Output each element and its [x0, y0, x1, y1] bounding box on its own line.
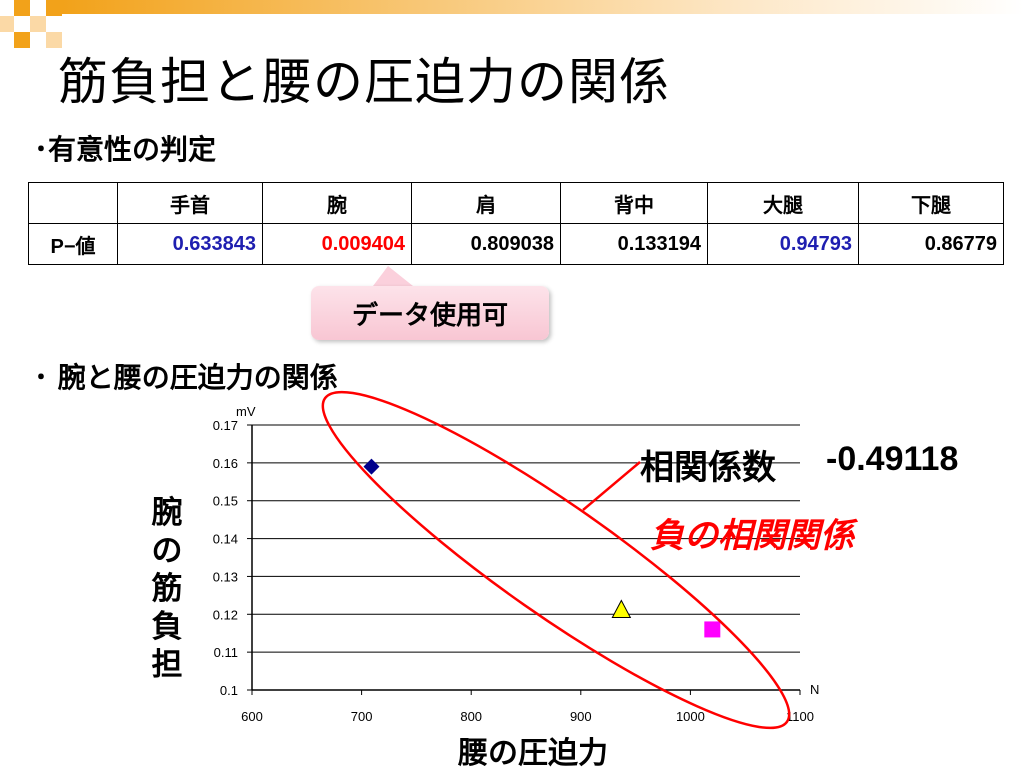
deco-square-orange-3 [14, 32, 30, 48]
y-tick-label: 0.17 [213, 418, 238, 433]
callout-line [582, 461, 641, 511]
x-tick-labels: 600 700 800 900 1000 1100 [241, 709, 814, 724]
data-points [363, 458, 721, 638]
y-tick-label: 0.12 [213, 607, 238, 622]
section-heading-significance: ･有意性の判定 [34, 133, 217, 166]
header-cell-shoulder: 肩 [411, 182, 561, 224]
y-unit-label: mV [236, 404, 256, 419]
table-row: P−値 0.633843 0.009404 0.809038 0.133194 … [28, 223, 1004, 265]
p-value-lower-leg: 0.86779 [858, 223, 1004, 265]
data-point-diamond [363, 458, 380, 475]
p-value-table: 手首 腕 肩 背中 大腿 下腿 P−値 0.633843 0.009404 0.… [28, 182, 1004, 265]
negative-correlation-label: 負の相関関係 [650, 516, 854, 556]
title-rule [62, 0, 1024, 14]
data-usable-callout: データ使用可 [311, 286, 549, 340]
x-unit-label: N [810, 682, 819, 697]
y-tick-label: 0.13 [213, 569, 238, 584]
data-point-square [704, 621, 721, 638]
x-tick-label: 600 [241, 709, 263, 724]
x-tick-label: 1000 [676, 709, 705, 724]
deco-square-light-3 [0, 16, 14, 32]
x-tick-label: 700 [351, 709, 373, 724]
x-tick-label: 800 [460, 709, 482, 724]
x-axis-title: 腰の圧迫力 [458, 736, 608, 771]
corner-decoration [0, 0, 90, 60]
p-value-shoulder: 0.809038 [411, 223, 561, 265]
y-tick-label: 0.11 [214, 645, 238, 660]
deco-square-light-1 [30, 16, 46, 32]
y-tick-label: 0.16 [213, 456, 238, 471]
deco-square-orange-2 [46, 0, 62, 16]
p-value-thigh: 0.94793 [707, 223, 859, 265]
y-tick-labels: 0.1 0.11 0.12 0.13 0.14 0.15 0.16 0.17 [213, 418, 238, 698]
p-value-arm: 0.009404 [262, 223, 412, 265]
header-cell-lower-leg: 下腿 [858, 182, 1004, 224]
p-value-wrist: 0.633843 [117, 223, 263, 265]
y-axis-title: 腕の筋負担 [151, 495, 183, 683]
x-tick-label: 1100 [786, 709, 814, 724]
section-heading-relation: ･ 腕と腰の圧迫力の関係 [34, 361, 338, 394]
data-point-triangle [611, 599, 632, 618]
y-tick-label: 0.15 [213, 494, 238, 509]
deco-square-orange-1 [14, 0, 30, 16]
highlight-ellipse [321, 390, 791, 730]
deco-square-light-2 [46, 32, 62, 48]
chart-grid [247, 424, 801, 695]
correlation-label: 相関係数 [640, 448, 776, 488]
row-label-p-value: P−値 [28, 223, 118, 265]
y-tick-label: 0.14 [213, 532, 238, 547]
x-tick-label: 900 [570, 709, 592, 724]
y-tick-label: 0.1 [220, 683, 238, 698]
p-value-back: 0.133194 [560, 223, 708, 265]
page-title: 筋負担と腰の圧迫力の関係 [58, 53, 670, 111]
correlation-value: -0.49118 [826, 440, 959, 478]
